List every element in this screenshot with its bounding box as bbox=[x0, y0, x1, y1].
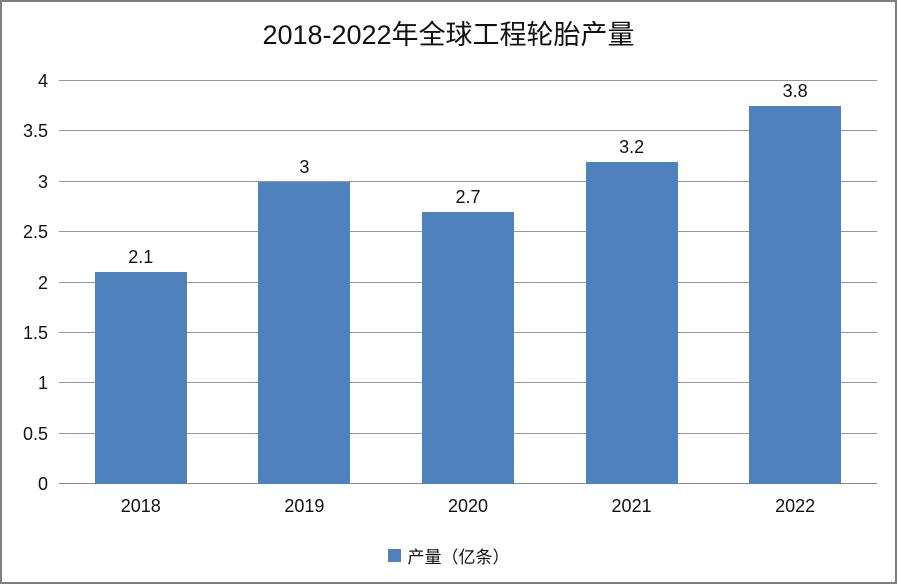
y-tick-label: 1.5 bbox=[22, 322, 48, 343]
bar-value-label: 2.7 bbox=[455, 186, 481, 207]
x-tick-label: 2019 bbox=[284, 496, 325, 516]
bar-group: 3.2 bbox=[550, 81, 714, 484]
plot-area: 2.1 3 2.7 3.2 3.8 bbox=[59, 80, 877, 484]
legend-series-label: 产量（亿条） bbox=[407, 548, 510, 567]
bar bbox=[94, 272, 187, 484]
y-tick-label: 2 bbox=[37, 272, 48, 293]
x-tick-label: 2022 bbox=[775, 496, 816, 516]
bar-value-label: 3.8 bbox=[782, 81, 808, 101]
chart-title: 2018-2022年全球工程轮胎产量 bbox=[262, 20, 635, 50]
gridline bbox=[59, 80, 877, 81]
y-tick-label: 0 bbox=[37, 474, 48, 494]
x-tick-label: 2020 bbox=[447, 496, 488, 516]
legend-series-marker-icon bbox=[387, 549, 401, 562]
bar bbox=[585, 161, 678, 484]
bar-value-label: 3.2 bbox=[619, 136, 645, 157]
x-tick-label: 2021 bbox=[611, 496, 652, 516]
bar-value-label: 3 bbox=[299, 156, 310, 177]
y-tick-label: 2.5 bbox=[22, 222, 48, 243]
y-tick-label: 4 bbox=[37, 71, 48, 91]
bars-layer: 2.1 3 2.7 3.2 3.8 bbox=[59, 81, 877, 484]
y-tick-label: 1 bbox=[37, 373, 48, 394]
bar-group: 2.7 bbox=[386, 81, 550, 484]
bar bbox=[421, 211, 514, 484]
y-axis-labels: 0 0.5 1 1.5 2 2.5 3 3.5 4 bbox=[2, 72, 48, 493]
y-tick-label: 3.5 bbox=[22, 121, 48, 142]
bar-group: 2.1 bbox=[59, 81, 223, 484]
bar-group: 3.8 bbox=[713, 81, 877, 484]
bar bbox=[258, 181, 351, 484]
y-tick-label: 3 bbox=[37, 171, 48, 192]
gridline bbox=[59, 180, 877, 182]
bar-group: 3 bbox=[223, 81, 387, 484]
bar bbox=[749, 106, 842, 484]
gridline bbox=[59, 130, 877, 132]
x-tick-label: 2018 bbox=[120, 496, 161, 516]
bar-value-label: 2.1 bbox=[128, 247, 154, 268]
x-axis-labels: 2018 2019 2020 2021 2022 bbox=[59, 496, 877, 517]
legend: 产量（亿条） bbox=[2, 543, 895, 568]
y-tick-label: 0.5 bbox=[22, 423, 48, 444]
